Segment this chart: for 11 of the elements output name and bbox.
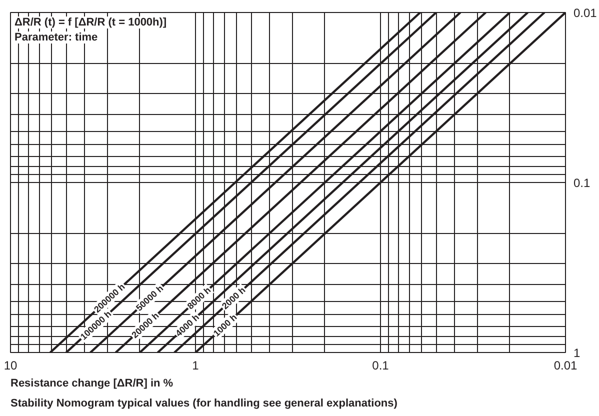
x-tick-label: 0.1 [372, 358, 390, 372]
x-tick-label: 1 [192, 358, 200, 372]
x-tick-label: 10 [4, 358, 18, 372]
y-tick-label: 0.1 [574, 176, 591, 190]
y-tick-label: 0.01 [574, 6, 598, 20]
x-axis-title: Resistance change [ΔR/R] in % [10, 378, 174, 390]
text: Stability Nomogram typical values (for handling see general explanations) [10, 398, 398, 410]
text: Parameter: time [14, 32, 98, 44]
chart-title: ΔR/R (t) = f [ΔR/R (t = 1000h)] [14, 16, 167, 28]
y-tick-label: 1 [574, 346, 580, 360]
x-tick-label: 0.01 [554, 358, 578, 372]
